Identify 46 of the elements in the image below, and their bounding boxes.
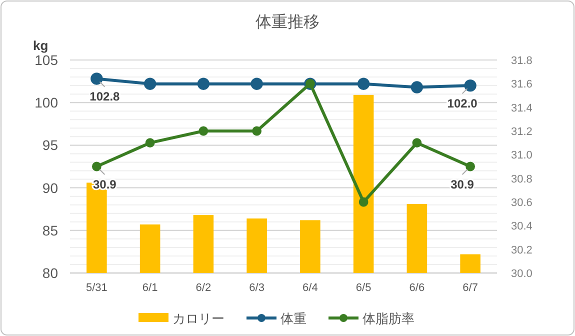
y-tick-label: 85 (42, 222, 58, 238)
point (198, 126, 208, 136)
point (358, 197, 368, 207)
y-tick-label: 80 (42, 265, 58, 281)
y-tick-label: 90 (42, 180, 58, 196)
point (197, 78, 210, 90)
x-tick-label: 6/6 (409, 282, 425, 294)
x-tick-label: 6/7 (462, 282, 478, 294)
point (357, 78, 370, 90)
x-tick-label: 6/3 (249, 282, 264, 294)
y2-tick-label: 31.2 (511, 126, 532, 138)
y-tick-label: 95 (42, 137, 58, 154)
point (90, 72, 103, 85)
y2-tick-label: 31.4 (511, 102, 532, 114)
data-label: 30.9 (450, 178, 474, 192)
data-label: 102.0 (447, 96, 478, 111)
point (145, 138, 155, 148)
data-label: 102.8 (90, 90, 120, 104)
x-tick-label: 6/5 (356, 282, 372, 294)
point (252, 126, 262, 136)
point (410, 81, 424, 94)
y-axis-title: kg (33, 38, 48, 53)
legend-label: カロリー (172, 311, 224, 326)
x-tick-label: 6/4 (302, 282, 318, 294)
y2-tick-label: 30.0 (511, 268, 532, 280)
y-tick-label: 100 (34, 94, 58, 111)
point (92, 162, 102, 172)
x-tick-label: 5/31 (86, 282, 108, 294)
point (250, 78, 263, 90)
x-tick-label: 6/1 (142, 282, 158, 294)
x-tick-label: 6/2 (196, 282, 212, 294)
legend-label: 体脂肪率 (362, 311, 414, 326)
point (412, 138, 422, 148)
y2-tick-label: 30.2 (511, 244, 532, 256)
y2-tick-label: 31.0 (511, 150, 532, 162)
point (144, 78, 156, 90)
y2-tick-label: 30.6 (511, 197, 532, 209)
y2-tick-label: 31.8 (511, 55, 532, 67)
y2-tick-label: 30.4 (511, 220, 532, 233)
y2-tick-label: 30.8 (511, 173, 532, 186)
chart-title: 体重推移 (256, 13, 320, 31)
point (464, 79, 476, 92)
point (466, 162, 476, 172)
y2-tick-label: 31.6 (511, 78, 532, 91)
legend-label: 体重 (280, 311, 306, 326)
y-tick-label: 105 (34, 52, 58, 68)
